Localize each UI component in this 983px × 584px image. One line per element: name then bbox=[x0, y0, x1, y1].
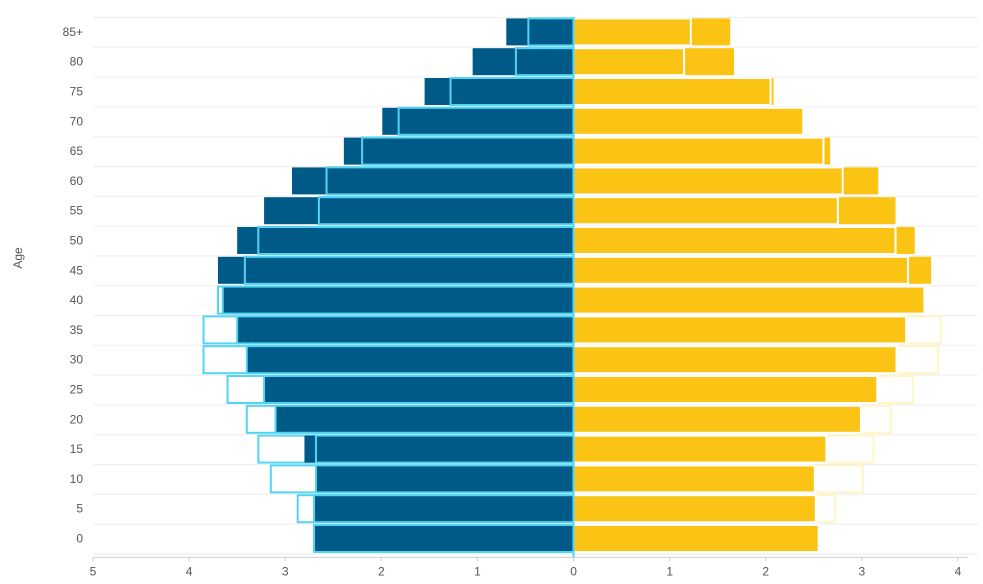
x-tick-label: 1 bbox=[474, 564, 481, 578]
right-overlay-bar bbox=[572, 375, 879, 404]
x-tick-label: 5 bbox=[90, 564, 97, 578]
age-tick-label: 10 bbox=[70, 472, 84, 486]
x-tick-label: 3 bbox=[859, 564, 866, 578]
x-tick-label: 4 bbox=[186, 564, 193, 578]
left-overlay-bar bbox=[317, 196, 575, 226]
age-tick-label: 25 bbox=[70, 383, 84, 397]
right-overlay-bar bbox=[572, 345, 898, 375]
right-overlay-bar bbox=[572, 524, 820, 553]
age-tick-label: 65 bbox=[70, 144, 84, 158]
x-tick-label: 3 bbox=[282, 564, 289, 578]
x-tick-label: 2 bbox=[762, 564, 769, 578]
right-overlay-bar bbox=[572, 226, 897, 255]
left-overlay-bar bbox=[361, 136, 575, 166]
age-tick-label: 0 bbox=[76, 532, 83, 546]
left-overlay-bar bbox=[245, 345, 575, 375]
right-overlay-bar bbox=[572, 196, 839, 226]
right-overlay-bar bbox=[572, 17, 692, 47]
age-tick-label: 80 bbox=[70, 55, 84, 69]
left-overlay-bar bbox=[449, 77, 575, 106]
right-overlay-bar bbox=[572, 166, 844, 196]
age-tick-label: 75 bbox=[70, 85, 84, 99]
right-overlay-bar bbox=[572, 464, 816, 494]
left-overlay-bar bbox=[274, 404, 575, 434]
left-overlay-bar bbox=[313, 524, 575, 553]
left-overlay-bar bbox=[221, 285, 575, 315]
age-tick-label: 45 bbox=[70, 263, 84, 277]
left-overlay-bar bbox=[397, 106, 575, 136]
right-overlay-bar bbox=[572, 434, 828, 464]
right-overlay-bar bbox=[572, 494, 817, 524]
x-tick-label: 4 bbox=[955, 564, 962, 578]
age-tick-label: 60 bbox=[70, 174, 84, 188]
left-overlay-bar bbox=[313, 494, 575, 524]
right-overlay-bar bbox=[572, 106, 805, 136]
right-overlay-bar bbox=[572, 404, 862, 434]
age-tick-label: 70 bbox=[70, 114, 84, 128]
age-tick-label: 55 bbox=[70, 204, 84, 218]
y-axis-title: Age bbox=[11, 247, 25, 269]
age-tick-label: 5 bbox=[76, 502, 83, 516]
age-tick-label: 85+ bbox=[63, 25, 83, 39]
left-overlay-bar bbox=[527, 17, 575, 47]
x-tick-label: 2 bbox=[378, 564, 385, 578]
x-tick-label: 1 bbox=[666, 564, 673, 578]
left-overlay-bar bbox=[243, 255, 575, 285]
x-tick-label: 0 bbox=[570, 564, 577, 578]
age-tick-label: 20 bbox=[70, 412, 84, 426]
bars bbox=[202, 17, 942, 553]
right-overlay-bar bbox=[572, 47, 686, 77]
right-overlay-bar bbox=[572, 255, 910, 285]
left-overlay-bar bbox=[314, 464, 575, 494]
age-tick-label: 40 bbox=[70, 293, 84, 307]
age-tick-label: 30 bbox=[70, 353, 84, 367]
age-tick-label: 15 bbox=[70, 442, 84, 456]
left-overlay-bar bbox=[514, 47, 575, 77]
left-overlay-bar bbox=[263, 375, 575, 404]
left-overlay-bar bbox=[257, 226, 575, 255]
right-overlay-bar bbox=[572, 77, 772, 106]
age-tick-label: 50 bbox=[70, 234, 84, 248]
right-overlay-bar bbox=[572, 315, 908, 345]
left-overlay-bar bbox=[314, 434, 575, 464]
right-overlay-bar bbox=[572, 136, 825, 166]
age-tick-label: 35 bbox=[70, 323, 84, 337]
left-overlay-bar bbox=[236, 315, 575, 345]
right-overlay-bar bbox=[572, 285, 926, 315]
left-overlay-bar bbox=[325, 166, 575, 196]
